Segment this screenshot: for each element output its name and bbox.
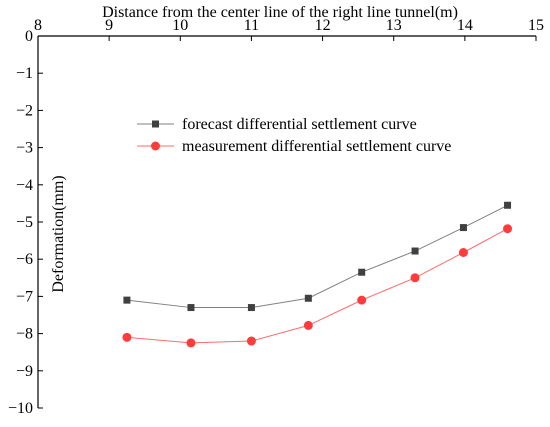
data-point <box>186 338 196 348</box>
data-point <box>503 224 513 234</box>
data-point <box>247 304 255 312</box>
data-point <box>411 247 419 255</box>
x-tick-label: 8 <box>34 17 42 34</box>
y-tick-label: −5 <box>16 214 33 231</box>
x-tick-label: 13 <box>386 17 402 34</box>
data-point <box>187 304 195 312</box>
x-axis-title: Distance from the center line of the rig… <box>102 4 458 21</box>
data-point <box>122 332 132 342</box>
y-tick-label: −4 <box>16 177 33 194</box>
x-tick-label: 9 <box>105 17 113 34</box>
y-tick-label: −8 <box>16 326 33 343</box>
y-tick-label: −9 <box>16 363 33 380</box>
legend-marker <box>151 141 160 151</box>
data-point <box>357 295 367 305</box>
series-line <box>126 228 508 344</box>
data-point <box>246 336 256 346</box>
x-tick-label: 11 <box>244 17 259 34</box>
y-tick-label: 0 <box>25 28 33 45</box>
series-line <box>126 204 508 309</box>
y-axis-title: Deformation(mm) <box>50 175 67 292</box>
data-point <box>410 273 420 283</box>
legend-item-2: measurement differential settlement curv… <box>137 138 451 155</box>
legend: forecast differential settlement curve me… <box>137 116 451 155</box>
y-tick-label: −2 <box>16 102 33 119</box>
data-point <box>458 248 468 258</box>
data-point <box>358 268 366 276</box>
x-tick-label: 12 <box>315 17 331 34</box>
data-point <box>303 320 313 330</box>
legend-item-1: forecast differential settlement curve <box>137 116 417 133</box>
legend-label: measurement differential settlement curv… <box>182 138 451 155</box>
y-tick-label: −6 <box>16 251 33 268</box>
data-point <box>504 201 512 209</box>
y-tick-label: −1 <box>16 65 33 82</box>
ticks: 8 9 10 11 12 13 14 15 0 −1 −2 −3 −4 −5 −6 −7 −8 −9 −10 <box>8 17 544 417</box>
x-tick-label: 15 <box>528 17 544 34</box>
legend-label: forecast differential settlement curve <box>182 116 417 133</box>
axes <box>37 35 536 408</box>
series <box>122 201 513 348</box>
data-point <box>304 294 312 302</box>
y-tick-label: −7 <box>16 288 33 305</box>
y-tick-label: −3 <box>16 140 33 157</box>
legend-marker <box>152 120 159 128</box>
x-tick-label: 10 <box>172 17 188 34</box>
y-tick-label: −10 <box>8 400 33 417</box>
data-point <box>459 224 467 232</box>
x-tick-label: 14 <box>457 17 473 34</box>
series-1 <box>123 201 512 312</box>
data-point <box>123 296 131 304</box>
series-2 <box>122 224 513 348</box>
